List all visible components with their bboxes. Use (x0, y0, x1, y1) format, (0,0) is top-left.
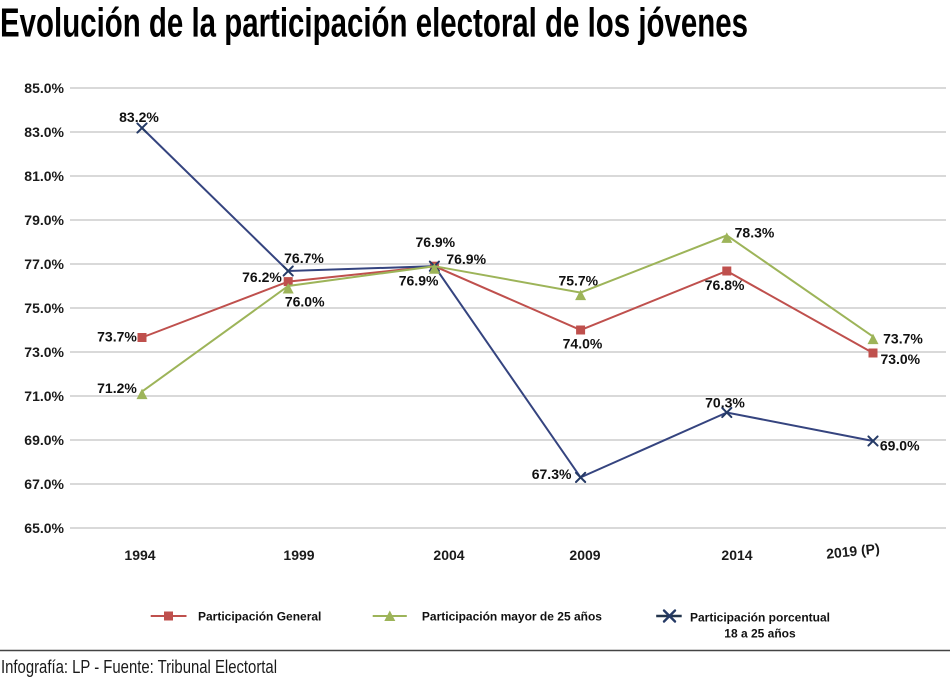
svg-text:Participación mayor de 25 años: Participación mayor de 25 años (422, 609, 602, 623)
svg-text:79.0%: 79.0% (24, 212, 64, 228)
svg-text:67.3%: 67.3% (532, 466, 572, 482)
svg-text:Infografía: LP - Fuente: Tribu: Infografía: LP - Fuente: Tribunal Electo… (1, 657, 277, 677)
svg-text:69.0%: 69.0% (880, 438, 920, 454)
svg-text:2019 (P): 2019 (P) (825, 540, 880, 562)
svg-text:73.0%: 73.0% (880, 351, 920, 367)
svg-text:76.7%: 76.7% (284, 250, 324, 266)
svg-text:73.7%: 73.7% (883, 331, 923, 347)
svg-text:1994: 1994 (124, 547, 155, 563)
svg-text:81.0%: 81.0% (24, 168, 64, 184)
svg-text:71.0%: 71.0% (24, 388, 64, 404)
svg-text:2014: 2014 (721, 547, 752, 563)
svg-text:78.3%: 78.3% (735, 225, 775, 241)
svg-text:77.0%: 77.0% (24, 256, 64, 272)
svg-text:69.0%: 69.0% (24, 432, 64, 448)
svg-text:1999: 1999 (283, 547, 314, 563)
svg-text:67.0%: 67.0% (24, 476, 64, 492)
svg-text:70.3%: 70.3% (705, 394, 745, 410)
svg-text:74.0%: 74.0% (563, 336, 603, 352)
svg-text:83.0%: 83.0% (24, 124, 64, 140)
svg-text:83.2%: 83.2% (119, 109, 159, 125)
svg-text:2004: 2004 (433, 547, 464, 563)
svg-text:76.2%: 76.2% (242, 269, 282, 285)
svg-text:75.0%: 75.0% (24, 300, 64, 316)
svg-text:Participación porcentual: Participación porcentual (690, 610, 830, 624)
svg-text:76.9%: 76.9% (415, 234, 455, 250)
svg-text:73.0%: 73.0% (24, 344, 64, 360)
svg-text:18 a 25 años: 18 a 25 años (724, 626, 796, 640)
svg-text:Evolución de la participación: Evolución de la participación electoral … (0, 0, 748, 46)
svg-text:Participación General: Participación General (198, 609, 321, 623)
svg-text:76.9%: 76.9% (446, 251, 486, 267)
svg-text:85.0%: 85.0% (24, 80, 64, 96)
svg-text:65.0%: 65.0% (24, 520, 64, 536)
svg-text:71.2%: 71.2% (97, 380, 137, 396)
svg-text:73.7%: 73.7% (97, 329, 137, 345)
svg-text:2009: 2009 (569, 547, 600, 563)
svg-text:76.0%: 76.0% (285, 294, 325, 310)
svg-text:76.8%: 76.8% (705, 277, 745, 293)
svg-text:75.7%: 75.7% (558, 272, 598, 288)
svg-text:76.9%: 76.9% (399, 273, 439, 289)
